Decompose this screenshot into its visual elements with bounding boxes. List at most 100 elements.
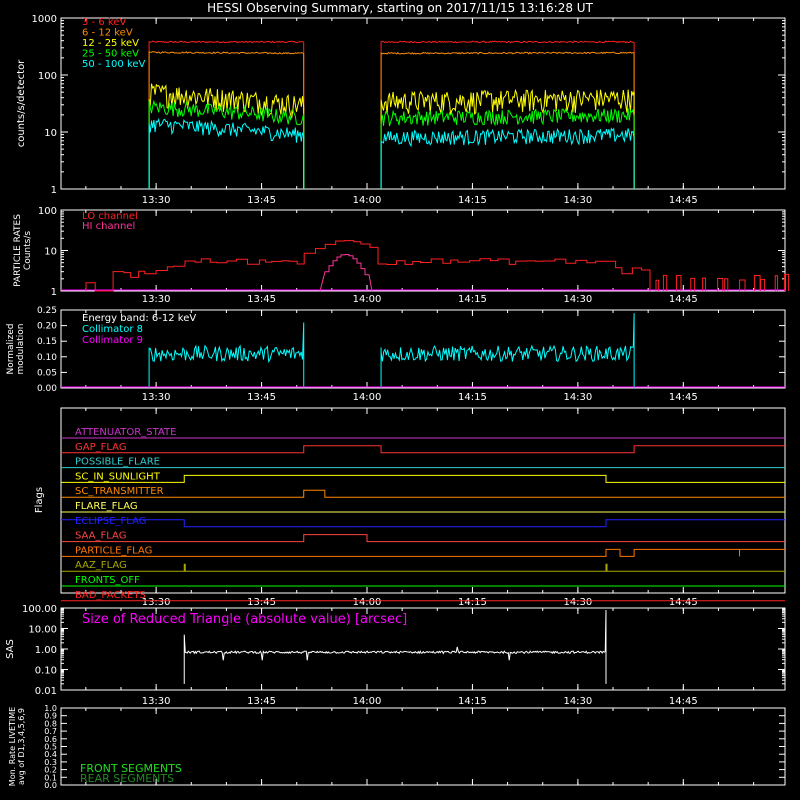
livetime-ylabel: Mon. Rate LIVETIME bbox=[8, 707, 17, 786]
lo-channel-spike bbox=[690, 277, 696, 291]
flag-label: FLARE_FLAG bbox=[75, 501, 138, 512]
counts-xlabel: 14:45 bbox=[669, 195, 698, 206]
modulation-ytick-label: 0.25 bbox=[37, 306, 57, 316]
sas-xlabel: 14:30 bbox=[563, 696, 592, 707]
sas-ytick-label: 10.00 bbox=[28, 625, 57, 636]
particles-ytick-label: 100 bbox=[38, 206, 57, 217]
lo-channel-spike bbox=[702, 277, 707, 291]
flag-label: AAZ_FLAG bbox=[75, 560, 127, 571]
sas-annotation: Size of Reduced Triangle (absolute value… bbox=[82, 612, 407, 627]
modulation-ytick-label: 0.05 bbox=[37, 368, 57, 378]
lo-channel-spike bbox=[739, 279, 746, 291]
flag-line bbox=[61, 445, 785, 454]
flags-xlabel: 14:30 bbox=[563, 597, 592, 608]
sas-ylabel: SAS bbox=[5, 639, 16, 659]
flag-line bbox=[61, 474, 785, 483]
flag-label: ECLIPSE_FLAG bbox=[75, 516, 146, 527]
flag-label: ATTENUATOR_STATE bbox=[75, 427, 176, 438]
modulation-ytick-label: 0.15 bbox=[37, 337, 57, 347]
sas-ytick-label: 0.10 bbox=[35, 666, 57, 677]
modulation-xlabel: 13:30 bbox=[142, 392, 171, 403]
flag-label: SAA_FLAG bbox=[75, 531, 126, 542]
flags-xlabel: 14:00 bbox=[353, 597, 382, 608]
flag-label: POSSIBLE_FLARE bbox=[75, 457, 160, 468]
sas-ytick-label: 1.00 bbox=[35, 645, 57, 656]
counts-frame bbox=[60, 17, 786, 190]
flags-xlabel: 13:45 bbox=[247, 597, 276, 608]
modulation-ytick-label: 0.00 bbox=[37, 384, 57, 394]
flag-label: SC_TRANSMITTER bbox=[75, 486, 164, 497]
flags-frame bbox=[60, 407, 786, 594]
counts-ylabel: counts/s/detector bbox=[16, 59, 27, 147]
particles-ytick-label: 10 bbox=[44, 247, 57, 258]
lo-channel-spike bbox=[760, 278, 766, 291]
lo-channel-line bbox=[85, 240, 651, 292]
flag-label: FRONTS_OFF bbox=[75, 575, 140, 586]
livetime-ytick-label: 0.2 bbox=[44, 766, 57, 775]
livetime-ytick-label: 0.6 bbox=[44, 735, 57, 744]
series-line-3 bbox=[148, 99, 635, 190]
counts-ytick-label: 1000 bbox=[32, 14, 57, 25]
sas-xlabel: 14:45 bbox=[669, 696, 698, 707]
particles-xlabel: 14:45 bbox=[669, 294, 698, 305]
legend-entry: 12 - 25 keV bbox=[82, 38, 139, 49]
sas-ytick-label: 100.00 bbox=[22, 604, 57, 615]
livetime-ytick-label: 0.4 bbox=[44, 750, 57, 759]
legend-entry: REAR SEGMENTS bbox=[80, 772, 174, 785]
modulation-ylabel: modulation bbox=[16, 324, 26, 375]
flag-line bbox=[61, 563, 785, 572]
legend-entry: 3 - 6 keV bbox=[82, 17, 126, 28]
livetime-ytick-label: 0.3 bbox=[44, 758, 57, 767]
lo-channel-spike bbox=[774, 275, 779, 291]
particles-xlabel: 13:45 bbox=[247, 294, 276, 305]
modulation-xlabel: 14:15 bbox=[458, 392, 487, 403]
counts-xlabel: 13:30 bbox=[142, 195, 171, 206]
modulation-xlabel: 14:45 bbox=[669, 392, 698, 403]
flag-line bbox=[61, 534, 785, 543]
modulation-xlabel: 14:30 bbox=[563, 392, 592, 403]
particles-ylabel: PARTICLE RATES bbox=[13, 214, 23, 287]
modulation-ytick-label: 0.10 bbox=[37, 353, 57, 363]
particles-xlabel: 14:00 bbox=[353, 294, 382, 305]
livetime-ytick-label: 0.1 bbox=[44, 773, 57, 782]
counts-xlabel: 14:00 bbox=[353, 195, 382, 206]
particles-ytick-label: 1 bbox=[51, 287, 57, 298]
flag-line bbox=[61, 519, 785, 528]
livetime-ytick-label: 0.7 bbox=[44, 727, 57, 736]
flag-line bbox=[61, 489, 785, 498]
sas-xlabel: 14:00 bbox=[353, 696, 382, 707]
modulation-xlabel: 14:00 bbox=[353, 392, 382, 403]
particles-xlabel: 13:30 bbox=[142, 294, 171, 305]
counts-xlabel: 14:30 bbox=[563, 195, 592, 206]
modulation-ylabel: Normalized bbox=[6, 323, 16, 374]
modulation-ytick-label: 0.20 bbox=[37, 322, 57, 332]
modulation-xlabel: 13:45 bbox=[247, 392, 276, 403]
lo-channel-spike bbox=[662, 274, 668, 291]
livetime-ytick-label: 0.5 bbox=[44, 743, 57, 752]
counts-ytick-label: 100 bbox=[38, 71, 57, 82]
flag-label: GAP_FLAG bbox=[75, 442, 127, 453]
series-line-1 bbox=[148, 50, 635, 190]
legend-entry: 6 - 12 keV bbox=[82, 28, 133, 39]
counts-xlabel: 14:15 bbox=[458, 195, 487, 206]
lo-channel-spike bbox=[724, 278, 729, 291]
sas-xlabel: 13:45 bbox=[247, 696, 276, 707]
counts-ytick-label: 1 bbox=[51, 185, 57, 196]
livetime-ytick-label: 1.0 bbox=[44, 704, 57, 713]
legend-entry: Collimator 8 bbox=[82, 324, 143, 335]
sas-line bbox=[183, 609, 607, 684]
counts-xlabel: 13:45 bbox=[247, 195, 276, 206]
livetime-ytick-label: 0.8 bbox=[44, 719, 57, 728]
lo-channel-spike bbox=[753, 274, 761, 291]
flag-line bbox=[61, 548, 785, 557]
series-line-2 bbox=[148, 83, 635, 190]
chart-title: HESSI Observing Summary, starting on 201… bbox=[207, 1, 593, 15]
particles-xlabel: 14:15 bbox=[458, 294, 487, 305]
legend-entry: 25 - 50 keV bbox=[82, 49, 139, 60]
livetime-ylabel: avg of D1,3,4,5,6,9 bbox=[17, 708, 26, 785]
energy-band-label: Energy band: 6-12 keV bbox=[82, 313, 196, 324]
legend-entry: Collimator 9 bbox=[82, 335, 143, 346]
counts-ytick-label: 10 bbox=[44, 128, 57, 139]
particles-ylabel: Counts/s bbox=[23, 231, 33, 270]
flag-label: PARTICLE_FLAG bbox=[75, 545, 152, 556]
